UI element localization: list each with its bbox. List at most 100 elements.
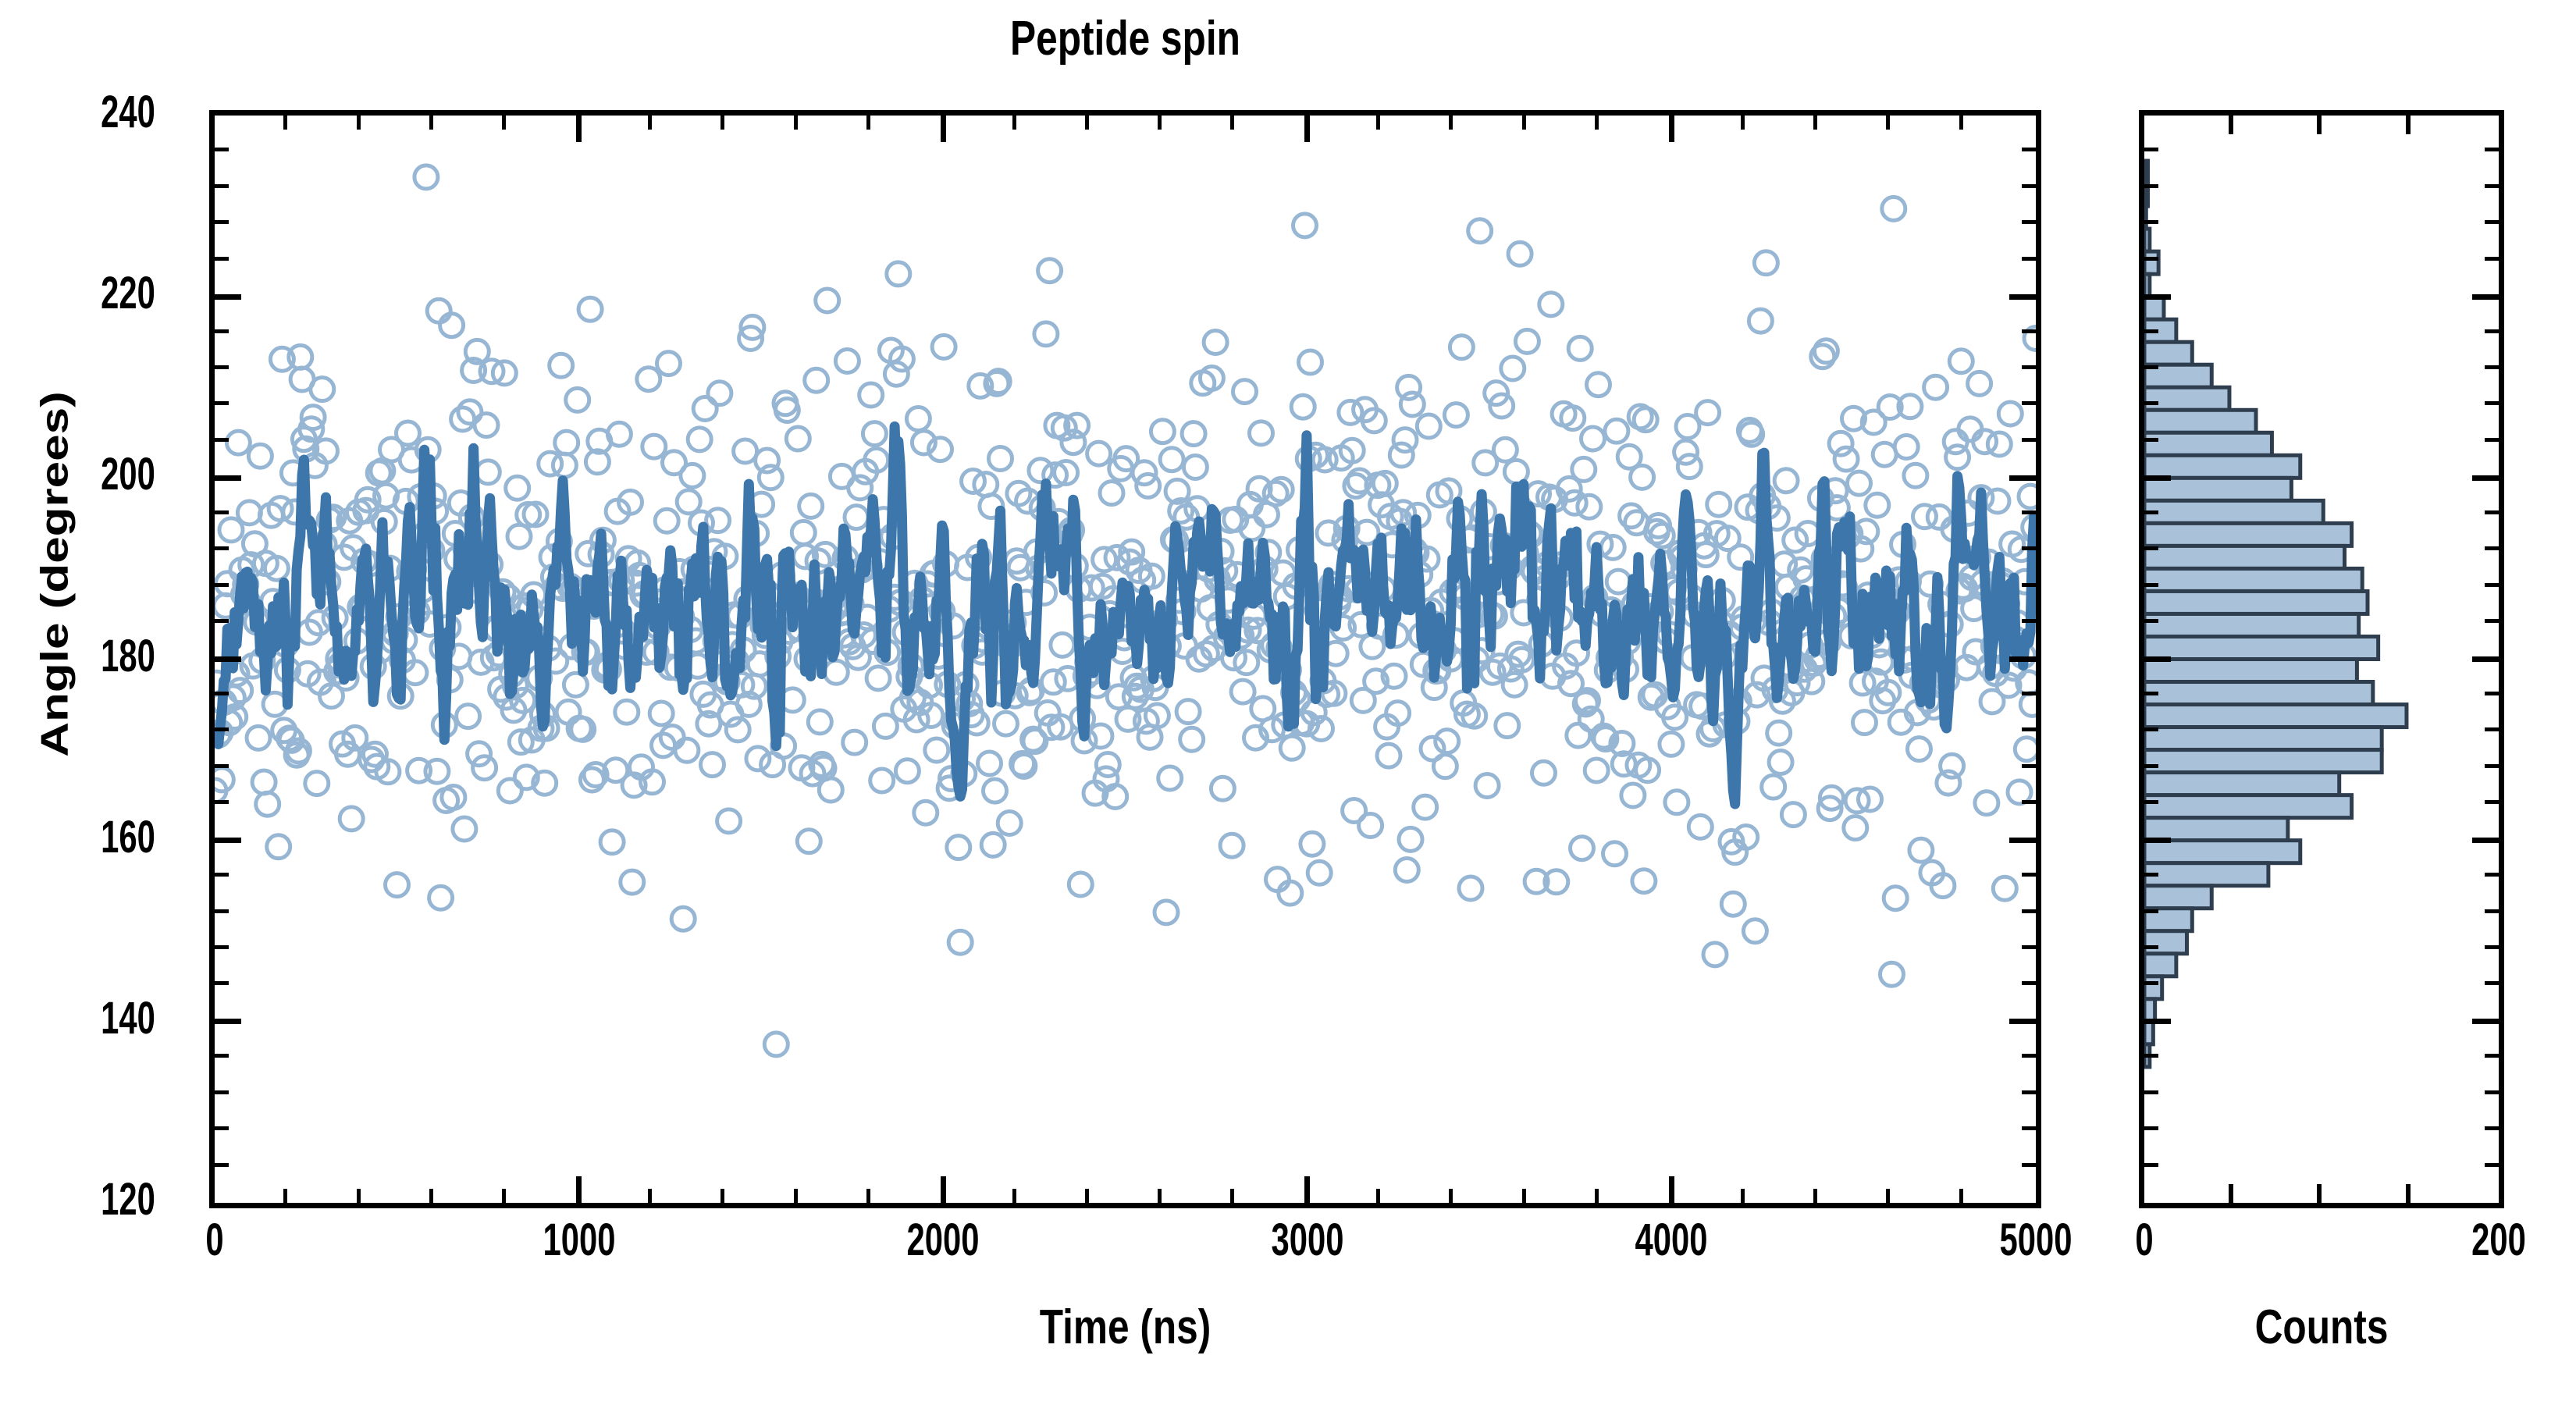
x-minor-tick-top (1521, 116, 1526, 130)
histogram-bar (2144, 294, 2166, 322)
hist-y-minor-tick (2144, 619, 2158, 624)
y-tick-label: 120 (101, 1174, 155, 1225)
y-minor-tick (215, 220, 229, 225)
histogram-bar (2144, 974, 2165, 1001)
y-minor-tick-right (2022, 800, 2036, 805)
hist-y-minor-tick-right (2485, 1162, 2499, 1167)
x-minor-tick-top (1376, 116, 1381, 130)
y-minor-tick-right (2022, 582, 2036, 587)
hist-y-minor-tick-right (2485, 727, 2499, 732)
y-major-tick-right (2009, 656, 2036, 662)
x-minor-tick (356, 1189, 361, 1203)
hist-y-minor-tick-right (2485, 437, 2499, 442)
x-minor-tick-top (1084, 116, 1089, 130)
y-major-tick (215, 1019, 241, 1025)
x-major-tick-top (1668, 116, 1674, 142)
y-minor-tick (215, 582, 229, 587)
histogram-bar (2144, 385, 2232, 412)
x-minor-tick (1813, 1189, 1818, 1203)
hist-x-minor-tick (2405, 1184, 2411, 1203)
y-minor-tick (215, 365, 229, 370)
hist-y-minor-tick (2144, 401, 2158, 406)
y-minor-tick (215, 1162, 229, 1167)
hist-y-minor-tick-right (2485, 401, 2499, 406)
histogram-bar (2144, 1019, 2155, 1047)
x-tick-label: 3000 (1271, 1215, 1344, 1265)
y-minor-tick (215, 800, 229, 805)
histogram-bars-svg (2144, 158, 2409, 1069)
hist-y-minor-tick-right (2485, 944, 2499, 949)
histogram-bar (2144, 725, 2384, 752)
x-minor-tick-top (1813, 116, 1818, 130)
x-minor-tick-top (1595, 116, 1599, 130)
y-minor-tick-right (2022, 546, 2036, 551)
y-minor-tick-right (2022, 437, 2036, 442)
hist-y-major-tick (2144, 656, 2171, 662)
histogram-bar (2144, 680, 2375, 707)
x-minor-tick (1959, 1189, 1963, 1203)
y-minor-tick-right (2022, 873, 2036, 877)
hist-y-minor-tick (2144, 1162, 2158, 1167)
y-tick-label: 240 (101, 87, 155, 137)
hist-y-minor-tick-right (2485, 909, 2499, 913)
y-tick-label: 140 (101, 992, 155, 1044)
hist-y-minor-tick-right (2485, 800, 2499, 805)
hist-y-minor-tick-right (2485, 582, 2499, 587)
chart-title: Peptide spin (1010, 12, 1240, 66)
y-minor-tick (215, 401, 229, 406)
y-minor-tick-right (2022, 1126, 2036, 1131)
y-minor-tick (215, 329, 229, 333)
y-major-tick-right (2009, 475, 2036, 481)
y-minor-tick-right (2022, 365, 2036, 370)
y-minor-tick-right (2022, 148, 2036, 152)
x-major-tick (1668, 1176, 1674, 1203)
y-minor-tick-right (2022, 1054, 2036, 1058)
hist-y-major-tick-right (2472, 1019, 2499, 1025)
y-major-tick (215, 838, 241, 844)
y-minor-tick-right (2022, 401, 2036, 406)
histogram-bar (2144, 611, 2361, 638)
hist-y-minor-tick (2144, 510, 2158, 514)
hist-y-minor-tick (2144, 1126, 2158, 1131)
x-minor-tick (1521, 1189, 1526, 1203)
x-major-tick-top (940, 116, 946, 142)
x-major-tick (1304, 1176, 1311, 1203)
x-major-tick-top (576, 116, 582, 142)
hist-y-major-tick-right (2472, 475, 2499, 481)
y-minor-tick (215, 981, 229, 986)
hist-y-minor-tick (2144, 256, 2158, 261)
x-minor-tick (1158, 1189, 1162, 1203)
x-minor-tick-top (1449, 116, 1453, 130)
histogram-panel (2139, 110, 2504, 1208)
x-minor-tick-top (793, 116, 798, 130)
histogram-bar (2144, 340, 2194, 367)
histogram-bar (2144, 226, 2152, 254)
running-mean-line (215, 421, 2036, 809)
y-minor-tick (215, 944, 229, 949)
y-minor-tick (215, 1090, 229, 1094)
y-minor-tick (215, 1126, 229, 1131)
x-minor-tick-top (1230, 116, 1235, 130)
y-minor-tick (215, 619, 229, 624)
y-minor-tick-right (2022, 981, 2036, 986)
y-minor-tick-right (2022, 1090, 2036, 1094)
y-major-tick (215, 475, 241, 481)
x-minor-tick-top (720, 116, 725, 130)
hist-y-minor-tick (2144, 365, 2158, 370)
main-scatter-panel (209, 110, 2041, 1208)
hist-y-minor-tick-right (2485, 329, 2499, 333)
hist-x-minor-tick-top (2228, 116, 2233, 134)
x-minor-tick-top (647, 116, 652, 130)
y-minor-tick-right (2022, 691, 2036, 695)
x-minor-tick-top (866, 116, 870, 130)
x-major-tick (940, 1176, 946, 1203)
hist-y-minor-tick-right (2485, 510, 2499, 514)
hist-y-minor-tick-right (2485, 763, 2499, 768)
hist-x-minor-tick-top (2317, 116, 2322, 134)
hist-y-minor-tick-right (2485, 691, 2499, 695)
main-plot-area (215, 116, 2036, 1203)
hist-y-minor-tick (2144, 220, 2158, 225)
y-minor-tick (215, 510, 229, 514)
y-minor-tick-right (2022, 256, 2036, 261)
